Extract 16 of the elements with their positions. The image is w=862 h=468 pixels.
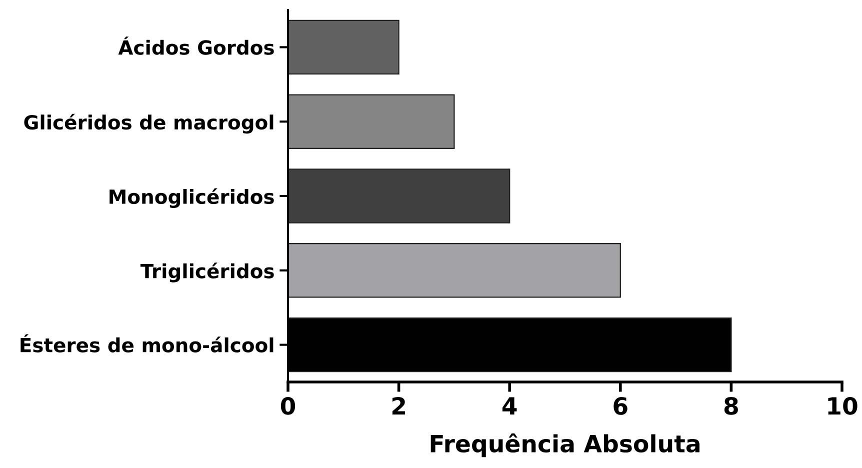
bar: [288, 20, 400, 75]
y-tick-label: Triglicéridos: [140, 262, 274, 282]
y-tick-label: Monoglicéridos: [110, 188, 274, 208]
bar: [288, 94, 455, 149]
y-tick-label: Ésteres de mono-álcool: [20, 334, 274, 352]
bar: [288, 243, 621, 298]
x-axis-title: Frequência Absoluta: [430, 433, 700, 458]
x-tick-label: 4: [502, 397, 517, 415]
x-tick-label: 6: [614, 397, 628, 415]
x-tick-label: 10: [828, 397, 858, 415]
y-tick-label: Ácidos Gordos: [118, 36, 274, 55]
x-tick-label: 0: [280, 397, 296, 415]
x-tick-label: 8: [724, 397, 738, 415]
bar: [288, 168, 510, 224]
y-tick-label: Glicéridos de macrogol: [24, 114, 274, 134]
x-tick-label: 2: [392, 397, 405, 415]
